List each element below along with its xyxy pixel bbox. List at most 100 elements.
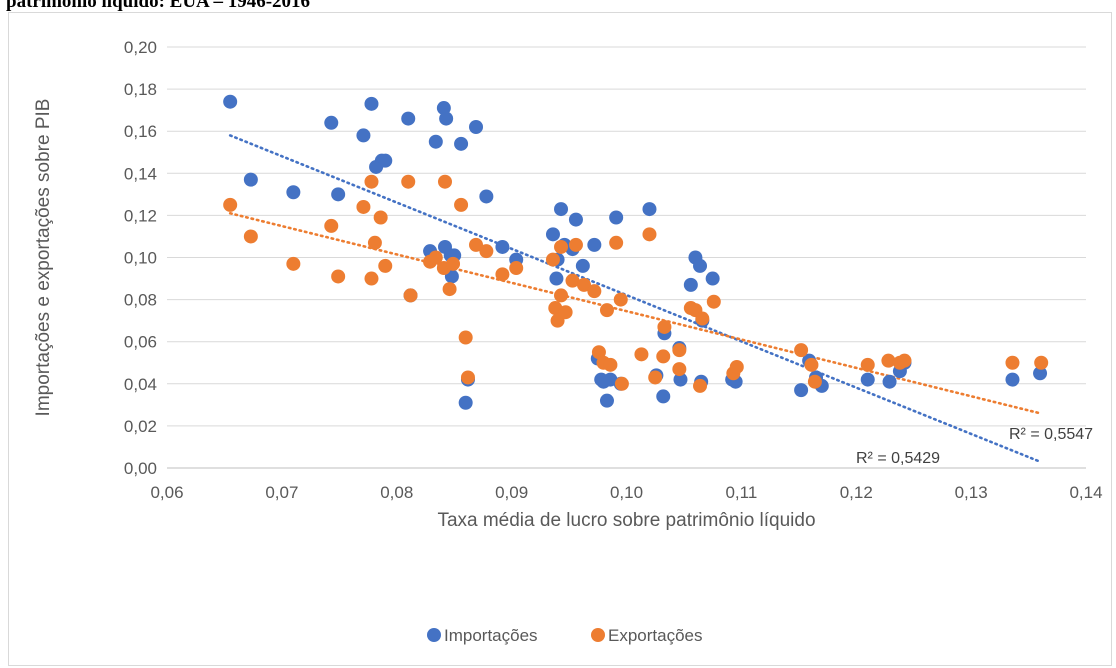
exportacoes-point xyxy=(243,229,258,244)
exportacoes-point xyxy=(609,235,624,250)
importacoes-point xyxy=(364,96,379,111)
exportacoes-point xyxy=(1034,355,1049,370)
importacoes-point xyxy=(549,271,564,286)
importacoes-point xyxy=(860,372,875,387)
importacoes-point xyxy=(223,94,238,109)
exportacoes-point xyxy=(373,210,388,225)
legend-marker xyxy=(591,628,605,642)
importacoes-point xyxy=(356,128,371,143)
x-tick-label: 0,13 xyxy=(955,483,988,502)
x-tick-label: 0,07 xyxy=(265,483,298,502)
exportacoes-point xyxy=(706,294,721,309)
importacoes-point xyxy=(458,395,473,410)
exportacoes-point xyxy=(656,349,671,364)
x-tick-label: 0,11 xyxy=(725,483,757,502)
trendline-exportacoes xyxy=(228,211,1042,415)
x-axis-title: Taxa média de lucro sobre patrimônio líq… xyxy=(437,510,815,531)
importacoes-point xyxy=(673,372,688,387)
exportacoes-point xyxy=(613,292,628,307)
y-tick-label: 0,08 xyxy=(124,291,157,310)
exportacoes-point xyxy=(454,197,469,212)
y-tick-label: 0,20 xyxy=(124,38,157,57)
exportacoes-point xyxy=(599,303,614,318)
exportacoes-point xyxy=(286,256,301,271)
importacoes-point xyxy=(693,258,708,273)
exportacoes-point xyxy=(565,273,580,288)
chart-area: 0,00 0,02 0,04 0,06 0,08 0,10 0,12 0,14 0,16 0,18… xyxy=(8,12,1112,666)
trendlines xyxy=(228,134,1042,463)
y-tick-label: 0,14 xyxy=(124,164,157,183)
r-squared-label: R² = 0,5547 xyxy=(1009,426,1093,443)
exportacoes-point xyxy=(554,239,569,254)
importacoes-point xyxy=(439,111,454,126)
exportacoes-point xyxy=(479,244,494,259)
exportacoes-point xyxy=(378,258,393,273)
importacoes-point xyxy=(794,383,809,398)
gridlines xyxy=(167,46,1086,469)
importacoes-point xyxy=(683,277,698,292)
x-tick-label: 0,08 xyxy=(380,483,413,502)
exportacoes-point xyxy=(364,174,379,189)
exportacoes-point xyxy=(642,227,657,242)
exportacoes-point xyxy=(401,174,416,189)
importacoes-point xyxy=(286,185,301,200)
exportacoes-point xyxy=(860,357,875,372)
importacoes-point xyxy=(575,258,590,273)
importacoes-point xyxy=(705,271,720,286)
importacoes-point xyxy=(331,187,346,202)
r-squared-labels: R² = 0,5429 R² = 0,5547 xyxy=(856,426,1093,467)
exportacoes-point xyxy=(897,353,912,368)
x-tick-label: 0,10 xyxy=(610,483,643,502)
legend-label: Importações xyxy=(444,626,538,645)
importacoes-point xyxy=(599,393,614,408)
x-tick-labels: 0,06 0,07 0,08 0,09 0,10 0,11 0,12 0,13 0,14 xyxy=(150,483,1102,502)
legend-marker xyxy=(427,628,441,642)
exportacoes-point xyxy=(367,235,382,250)
y-tick-label: 0,10 xyxy=(124,249,157,268)
importacoes-point xyxy=(479,189,494,204)
legend: Importações Exportações xyxy=(427,626,703,645)
y-tick-label: 0,00 xyxy=(124,459,157,478)
exportacoes-point xyxy=(442,282,457,297)
exportacoes-point xyxy=(356,199,371,214)
importacoes-point xyxy=(554,202,569,217)
trendline-importacoes xyxy=(228,134,1042,463)
exportacoes-point xyxy=(458,330,473,345)
exportacoes-point xyxy=(568,237,583,252)
exportacoes-point xyxy=(807,374,822,389)
exportacoes-point xyxy=(1005,355,1020,370)
importacoes-point xyxy=(428,134,443,149)
importacoes-point xyxy=(401,111,416,126)
exportacoes-point xyxy=(881,353,896,368)
exportacoes-point xyxy=(693,378,708,393)
exportacoes-point xyxy=(509,261,524,276)
exportacoes-point xyxy=(657,319,672,334)
exportacoes-point xyxy=(804,357,819,372)
r-squared-label: R² = 0,5429 xyxy=(856,450,940,467)
exportacoes-point xyxy=(469,237,484,252)
exportacoes-point xyxy=(428,250,443,265)
y-tick-labels: 0,00 0,02 0,04 0,06 0,08 0,10 0,12 0,14 0,16 0,18… xyxy=(124,38,157,478)
exportacoes-point xyxy=(648,370,663,385)
exportacoes-point xyxy=(614,376,629,391)
importacoes-point xyxy=(1033,366,1048,381)
importacoes-point xyxy=(378,153,393,168)
importacoes-point xyxy=(1005,372,1020,387)
importacoes-point xyxy=(495,239,510,254)
importacoes-point xyxy=(324,115,339,130)
exportacoes-point xyxy=(403,288,418,303)
importacoes-point xyxy=(454,136,469,151)
exportacoes-point xyxy=(587,284,602,299)
exportacoes-point xyxy=(558,305,573,320)
exportacoes-point xyxy=(695,311,710,326)
exportacoes-point xyxy=(591,345,606,360)
exportacoes-point xyxy=(672,362,687,377)
importacoes-point xyxy=(568,212,583,227)
exportacoes-point xyxy=(223,197,238,212)
importacoes-point xyxy=(656,389,671,404)
y-tick-label: 0,12 xyxy=(124,206,157,225)
exportacoes-point xyxy=(495,267,510,282)
exportacoes-point xyxy=(446,256,461,271)
x-tick-label: 0,06 xyxy=(150,483,183,502)
exportacoes-point xyxy=(331,269,346,284)
